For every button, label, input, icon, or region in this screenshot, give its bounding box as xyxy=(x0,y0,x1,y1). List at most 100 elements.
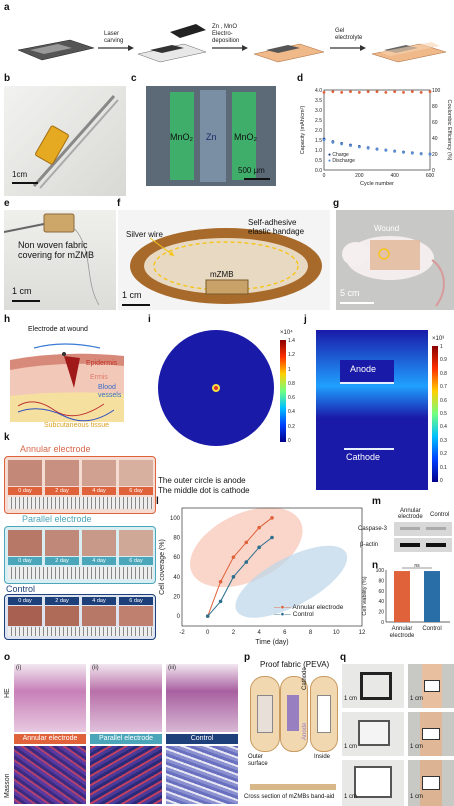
anode-electrode xyxy=(340,360,394,384)
o-label-annular: Annular electrode xyxy=(14,734,86,744)
x-tick-l: 6 xyxy=(283,630,287,636)
legend-discharge: ● Discharge xyxy=(328,158,355,164)
y2-tick-d: 20 xyxy=(432,152,438,158)
data-point-d xyxy=(419,91,423,94)
x-label-d: Cycle number xyxy=(360,181,394,187)
wound-control-6 xyxy=(119,606,153,626)
data-point-d xyxy=(340,142,344,146)
cathode-side-label: Cathode xyxy=(302,667,308,690)
process-flow-diagram xyxy=(17,24,447,63)
y2-tick-d: 80 xyxy=(432,104,438,110)
q-scale-1: 1 cm xyxy=(344,696,358,702)
cathode-label: Cathode xyxy=(346,452,381,462)
colorbar-tick: 0.8 xyxy=(288,380,295,387)
data-point-l xyxy=(257,545,261,550)
q-arm-device-1 xyxy=(424,680,440,692)
masson-control xyxy=(166,746,238,804)
data-point-d xyxy=(375,90,379,93)
bar-n xyxy=(394,571,410,622)
data-point-l xyxy=(205,614,210,618)
group-annular-box: 0 day 2 day 4 day 6 day xyxy=(4,456,156,514)
group-control-label: Control xyxy=(6,584,36,594)
y-label-n: Cell viability (%) xyxy=(362,576,368,615)
y-tick-d: 2.0 xyxy=(315,128,322,134)
panel-label-l: l xyxy=(156,496,159,507)
data-point-d xyxy=(349,90,352,93)
o-label-control: Control xyxy=(166,734,238,744)
zn-label: Zn xyxy=(206,132,217,142)
panel-f-photo: Silver wire Self-adhesive elastic bandag… xyxy=(118,210,330,310)
he-parallel: (ii) xyxy=(90,664,162,732)
data-point-l xyxy=(244,560,249,564)
blot-col-annular-line1: Annular xyxy=(400,508,421,514)
q-arm-1: 1 cm xyxy=(408,664,454,708)
legend-l: —●— Annular electrode —●— Control xyxy=(274,604,343,618)
data-point-d xyxy=(419,152,423,156)
data-point-l xyxy=(270,516,274,520)
y-tick-d: 1.5 xyxy=(315,138,322,144)
ruler-annular xyxy=(8,497,153,509)
panel-g-photo: Wound 5 cm xyxy=(336,210,454,310)
he-annular: (i) xyxy=(14,664,86,732)
wound-control-0 xyxy=(8,606,42,626)
bandaid-middle xyxy=(280,676,308,752)
subcutaneous-label: Subcutaneous tissue xyxy=(44,422,109,429)
x-tick-n: Control xyxy=(422,626,441,632)
y-label-d: Capacity (mAh/cm²) xyxy=(300,106,306,155)
y-tick-l: 20 xyxy=(173,595,180,601)
x-tick-l: 8 xyxy=(309,630,313,636)
outer-surface-line1: Outer xyxy=(248,754,264,760)
wound-annular-2 xyxy=(45,460,79,486)
caption-i-line2: The middle dot is cathode xyxy=(158,486,250,495)
bandage-label-line1: Self-adhesive xyxy=(248,218,297,227)
x-tick-l: 2 xyxy=(232,630,236,636)
panel-c-micrograph: MnO₂ Zn MnO₂ 500 μm xyxy=(146,86,276,186)
data-point-d xyxy=(428,153,432,156)
fabric-covered-battery-image xyxy=(4,213,100,306)
scale-label-c: 500 μm xyxy=(238,166,265,175)
data-point-d xyxy=(402,91,405,94)
blot-caspase-band-2 xyxy=(426,527,446,530)
scale-label-b: 1cm xyxy=(12,170,28,179)
wound-parallel-0 xyxy=(8,530,42,556)
x-tick-d: 600 xyxy=(426,173,435,179)
plot-frame-d xyxy=(323,89,431,171)
x-label-l: Time (day) xyxy=(255,639,288,646)
bandaid-middle-pad xyxy=(287,695,299,731)
bandaid-outer-pad xyxy=(257,695,273,733)
group-annular-label: Annular electrode xyxy=(20,444,91,454)
data-point-d xyxy=(357,145,361,149)
colorbar-tick: 0.5 xyxy=(440,411,447,417)
panel-e-photo: Non woven fabric covering for mZMB 1 cm xyxy=(4,210,116,310)
fabric-label-line2: covering for mZMB xyxy=(18,250,95,260)
y2-tick-d: 100 xyxy=(432,88,441,94)
bandaid-outer xyxy=(250,676,280,752)
colorbar-tick: 1 xyxy=(440,344,443,350)
data-point-d xyxy=(410,90,414,93)
masson-annular xyxy=(14,746,86,804)
legend-charge-label: Charge xyxy=(332,152,349,158)
y-tick-n: 0 xyxy=(381,620,384,626)
panel-label-m: m xyxy=(372,496,381,507)
y-tick-l: 100 xyxy=(170,516,181,522)
y-tick-d: 3.0 xyxy=(315,108,322,114)
blood-vessels-line1: Blood xyxy=(98,384,116,391)
colorbar-tick: 0 xyxy=(288,438,291,444)
group-parallel-box: 0 day 2 day 4 day 6 day xyxy=(4,526,156,584)
day-control-0: 0 day xyxy=(8,597,42,605)
day-annular-2: 2 day xyxy=(45,487,79,495)
data-point-d xyxy=(402,151,405,154)
panel-label-e: e xyxy=(4,198,10,209)
parallel-field-map: Anode Cathode xyxy=(316,330,428,490)
data-point-d xyxy=(357,91,361,94)
q-arm-2: 1 cm xyxy=(408,712,454,756)
day-annular-6: 6 day xyxy=(119,487,153,495)
y2-label-d: Coulombic Efficiency (%) xyxy=(446,99,452,160)
panel-label-o: o xyxy=(4,652,11,663)
colorbar-tick: 1.4 xyxy=(288,338,295,344)
panel-h-skin-diagram: Electrode at wound Epidermis Ermis Blood… xyxy=(4,326,140,430)
legend-discharge-label: Discharge xyxy=(332,158,355,164)
step2-materials: Zn , MnO xyxy=(212,24,238,30)
bandaid-inside xyxy=(310,676,338,752)
skin-layers-illustration xyxy=(10,343,124,422)
